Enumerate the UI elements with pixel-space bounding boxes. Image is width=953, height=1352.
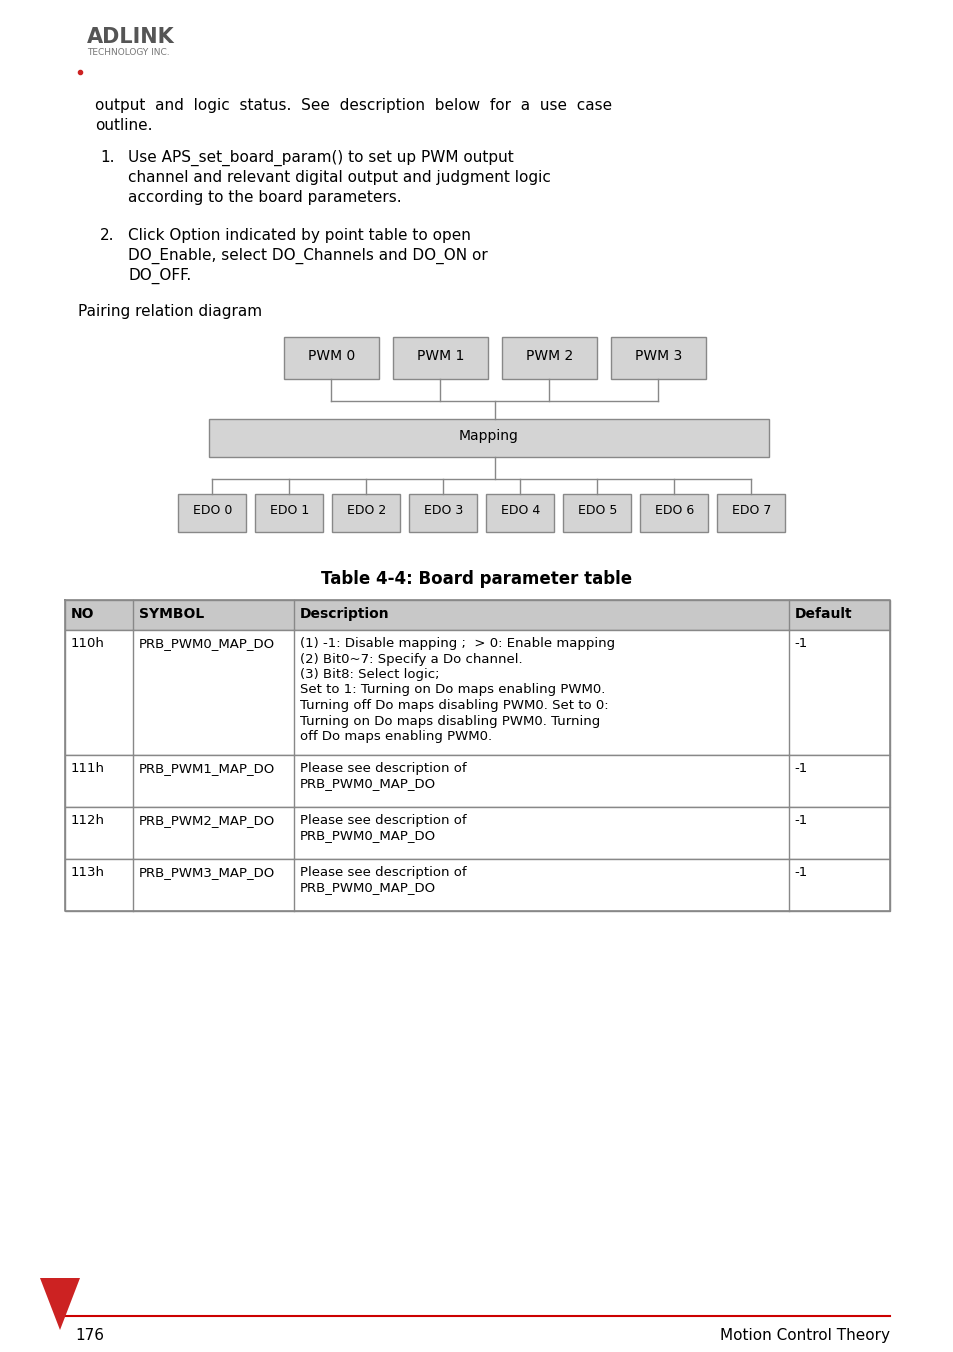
Text: 112h: 112h bbox=[71, 814, 105, 827]
Bar bbox=[65, 600, 889, 630]
Text: Please see description of: Please see description of bbox=[299, 814, 466, 827]
Text: according to the board parameters.: according to the board parameters. bbox=[128, 191, 401, 206]
Bar bbox=[284, 337, 378, 379]
Text: Turning off Do maps disabling PWM0. Set to 0:: Turning off Do maps disabling PWM0. Set … bbox=[299, 699, 607, 713]
Text: Table 4-4: Board parameter table: Table 4-4: Board parameter table bbox=[321, 571, 632, 588]
Text: Turning on Do maps disabling PWM0. Turning: Turning on Do maps disabling PWM0. Turni… bbox=[299, 714, 599, 727]
Text: -1: -1 bbox=[794, 814, 807, 827]
Text: PWM 0: PWM 0 bbox=[308, 349, 355, 362]
Bar bbox=[486, 493, 554, 531]
Bar bbox=[209, 419, 768, 457]
Bar bbox=[178, 493, 246, 531]
Text: Please see description of: Please see description of bbox=[299, 867, 466, 879]
Text: PRB_PWM0_MAP_DO: PRB_PWM0_MAP_DO bbox=[299, 830, 436, 842]
Bar bbox=[65, 754, 889, 807]
Text: DO_Enable, select DO_Channels and DO_ON or: DO_Enable, select DO_Channels and DO_ON … bbox=[128, 247, 487, 264]
Text: Use APS_set_board_param() to set up PWM output: Use APS_set_board_param() to set up PWM … bbox=[128, 150, 514, 166]
Bar bbox=[65, 807, 889, 859]
Text: PRB_PWM0_MAP_DO: PRB_PWM0_MAP_DO bbox=[299, 777, 436, 791]
Text: 1.: 1. bbox=[100, 150, 114, 165]
Bar bbox=[717, 493, 784, 531]
Text: PRB_PWM0_MAP_DO: PRB_PWM0_MAP_DO bbox=[299, 882, 436, 895]
Bar bbox=[393, 337, 488, 379]
Text: (3) Bit8: Select logic;: (3) Bit8: Select logic; bbox=[299, 668, 438, 681]
Text: Description: Description bbox=[299, 607, 389, 621]
Bar bbox=[501, 337, 597, 379]
Bar bbox=[255, 493, 323, 531]
Text: Default: Default bbox=[794, 607, 851, 621]
Text: channel and relevant digital output and judgment logic: channel and relevant digital output and … bbox=[128, 170, 550, 185]
Text: EDO 4: EDO 4 bbox=[500, 504, 539, 516]
Text: PWM 1: PWM 1 bbox=[416, 349, 464, 362]
Text: (1) -1: Disable mapping ;  > 0: Enable mapping: (1) -1: Disable mapping ; > 0: Enable ma… bbox=[299, 637, 614, 650]
Text: PRB_PWM2_MAP_DO: PRB_PWM2_MAP_DO bbox=[138, 814, 274, 827]
Text: SYMBOL: SYMBOL bbox=[138, 607, 204, 621]
Text: PRB_PWM0_MAP_DO: PRB_PWM0_MAP_DO bbox=[138, 637, 274, 650]
Text: EDO 3: EDO 3 bbox=[423, 504, 462, 516]
Text: 113h: 113h bbox=[71, 867, 105, 879]
Text: 176: 176 bbox=[75, 1328, 104, 1343]
Text: EDO 1: EDO 1 bbox=[270, 504, 309, 516]
Polygon shape bbox=[40, 1278, 80, 1330]
Text: Motion Control Theory: Motion Control Theory bbox=[720, 1328, 889, 1343]
Text: Click Option indicated by point table to open: Click Option indicated by point table to… bbox=[128, 228, 471, 243]
Text: off Do maps enabling PWM0.: off Do maps enabling PWM0. bbox=[299, 730, 491, 744]
Text: PRB_PWM1_MAP_DO: PRB_PWM1_MAP_DO bbox=[138, 763, 274, 775]
Text: -1: -1 bbox=[794, 763, 807, 775]
Text: TECHNOLOGY INC.: TECHNOLOGY INC. bbox=[87, 49, 170, 57]
Text: EDO 6: EDO 6 bbox=[654, 504, 694, 516]
Text: output  and  logic  status.  See  description  below  for  a  use  case: output and logic status. See description… bbox=[95, 97, 612, 114]
Text: EDO 5: EDO 5 bbox=[578, 504, 617, 516]
Text: Please see description of: Please see description of bbox=[299, 763, 466, 775]
Text: -1: -1 bbox=[794, 637, 807, 650]
Text: PWM 3: PWM 3 bbox=[634, 349, 681, 362]
Text: PRB_PWM3_MAP_DO: PRB_PWM3_MAP_DO bbox=[138, 867, 274, 879]
Text: 111h: 111h bbox=[71, 763, 105, 775]
Bar bbox=[563, 493, 631, 531]
Bar bbox=[65, 630, 889, 754]
Text: outline.: outline. bbox=[95, 118, 152, 132]
Text: EDO 7: EDO 7 bbox=[731, 504, 770, 516]
Text: EDO 0: EDO 0 bbox=[193, 504, 232, 516]
Bar bbox=[333, 493, 400, 531]
Bar bbox=[409, 493, 477, 531]
Text: -1: -1 bbox=[794, 867, 807, 879]
Text: ADLINK: ADLINK bbox=[87, 27, 174, 47]
Text: PWM 2: PWM 2 bbox=[525, 349, 573, 362]
Text: Mapping: Mapping bbox=[458, 429, 518, 443]
Text: 110h: 110h bbox=[71, 637, 105, 650]
Bar bbox=[65, 859, 889, 911]
Text: Pairing relation diagram: Pairing relation diagram bbox=[78, 304, 262, 319]
Text: Set to 1: Turning on Do maps enabling PWM0.: Set to 1: Turning on Do maps enabling PW… bbox=[299, 684, 604, 696]
Text: (2) Bit0~7: Specify a Do channel.: (2) Bit0~7: Specify a Do channel. bbox=[299, 653, 521, 665]
Text: NO: NO bbox=[71, 607, 94, 621]
Text: 2.: 2. bbox=[100, 228, 114, 243]
Text: EDO 2: EDO 2 bbox=[347, 504, 386, 516]
Bar bbox=[639, 493, 708, 531]
Bar bbox=[610, 337, 705, 379]
Text: DO_OFF.: DO_OFF. bbox=[128, 268, 191, 284]
